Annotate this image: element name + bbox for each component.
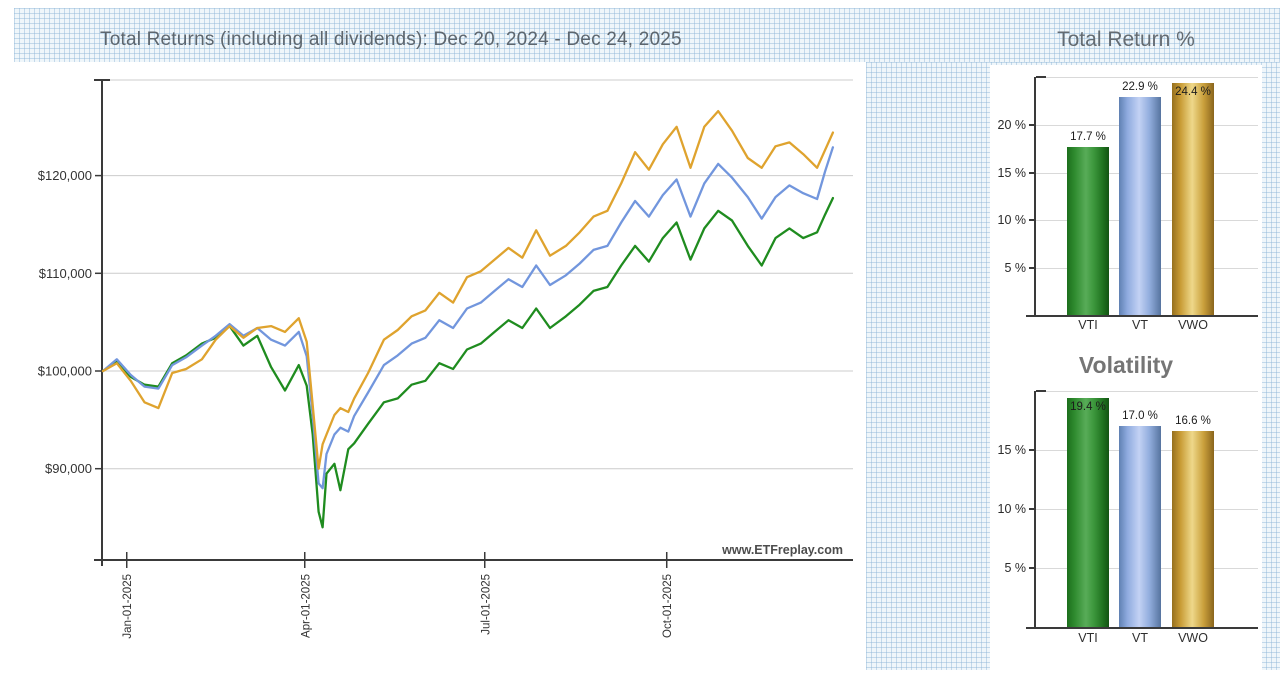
y-tick-label: $110,000: [39, 266, 92, 281]
bar-vt: [1119, 97, 1161, 315]
etfreplay-watermark: www.ETFreplay.com: [721, 543, 843, 557]
y-axis: [1034, 391, 1036, 629]
plot-top-border: [1036, 77, 1258, 78]
page-grid-background-top: [14, 8, 1280, 62]
series-line-vt: [101, 146, 835, 490]
y-axis-top-cap: [1036, 76, 1046, 78]
category-label: VWO: [1178, 631, 1208, 645]
category-label: VTI: [1078, 631, 1098, 645]
bar-vwo: [1172, 431, 1214, 627]
bar-value-label: 24.4 %: [1175, 86, 1211, 99]
x-axis: [1026, 627, 1258, 629]
x-axis: [1026, 315, 1258, 317]
x-tick-label: Apr-01-2025: [300, 574, 312, 638]
y-tick-label: $120,000: [38, 168, 92, 183]
bar-charts-card: 5 % 10 % 15 % 20 % 17.7 % VTI 22.9 % VT 24.4 % VW…: [990, 65, 1262, 670]
bar-value-label: 17.0 %: [1122, 410, 1158, 423]
y-tick-label: $100,000: [38, 364, 92, 379]
bar-value-label: 19.4 %: [1070, 401, 1106, 414]
category-label: VWO: [1178, 318, 1208, 332]
y-tick-label: 10 %: [997, 502, 1027, 516]
y-tick-label: 5 %: [1004, 260, 1026, 275]
y-tick: [1029, 508, 1036, 510]
bar-vwo: [1172, 83, 1214, 315]
y-tick-label: 20 %: [997, 118, 1027, 132]
bar-value-label: 17.7 %: [1070, 130, 1106, 143]
y-tick: [1029, 219, 1036, 221]
volatility-title: Volatility: [1078, 352, 1174, 378]
y-tick-label: 10 %: [997, 213, 1027, 227]
total-returns-line-chart: $90,000 $100,000 $110,000 $120,000 Jan-01-20…: [38, 79, 853, 639]
y-axis-top-cap: [1036, 390, 1046, 392]
total-return-pct-bar-chart: 5 % 10 % 15 % 20 % 17.7 % VTI 22.9 % VT 24.4 % VW…: [990, 65, 1262, 335]
y-tick-label: $90,000: [45, 461, 92, 476]
series-line-vti: [101, 196, 835, 529]
bar-vti: [1067, 146, 1109, 315]
bar-vt: [1119, 426, 1161, 627]
y-tick: [1029, 266, 1036, 269]
y-axis: [1034, 77, 1036, 317]
y-tick: [1029, 449, 1036, 451]
volatility-bar-chart: 5 % 10 % 15 % 19.4 % VTI 17.0 % VT 16.6 % VWO: [990, 379, 1262, 649]
bar-vti: [1067, 398, 1109, 627]
bar-value-label: 16.6 %: [1175, 415, 1211, 428]
bar-value-label: 22.9 %: [1122, 81, 1158, 94]
plot-top-border: [1036, 391, 1258, 392]
x-tick-label: Jul-01-2025: [480, 574, 492, 635]
category-label: VTI: [1078, 318, 1098, 332]
line-chart-title: Total Returns (including all dividends):…: [100, 29, 682, 50]
category-label: VT: [1132, 631, 1148, 645]
series-line-vwo: [101, 109, 835, 470]
y-tick: [1029, 171, 1036, 174]
category-label: VT: [1132, 318, 1148, 332]
y-tick: [1029, 124, 1036, 126]
y-tick-label: 15 %: [997, 165, 1027, 180]
y-tick-label: 5 %: [1004, 561, 1026, 575]
x-tick-label: Jan-01-2025: [122, 574, 134, 639]
total-return-pct-title: Total Return %: [1057, 28, 1195, 51]
x-tick-label: Oct-01-2025: [662, 574, 674, 638]
total-returns-line-chart-card: $90,000 $100,000 $110,000 $120,000 Jan-01-20…: [6, 62, 866, 670]
y-tick-label: 15 %: [997, 443, 1027, 457]
y-tick: [1029, 567, 1036, 569]
